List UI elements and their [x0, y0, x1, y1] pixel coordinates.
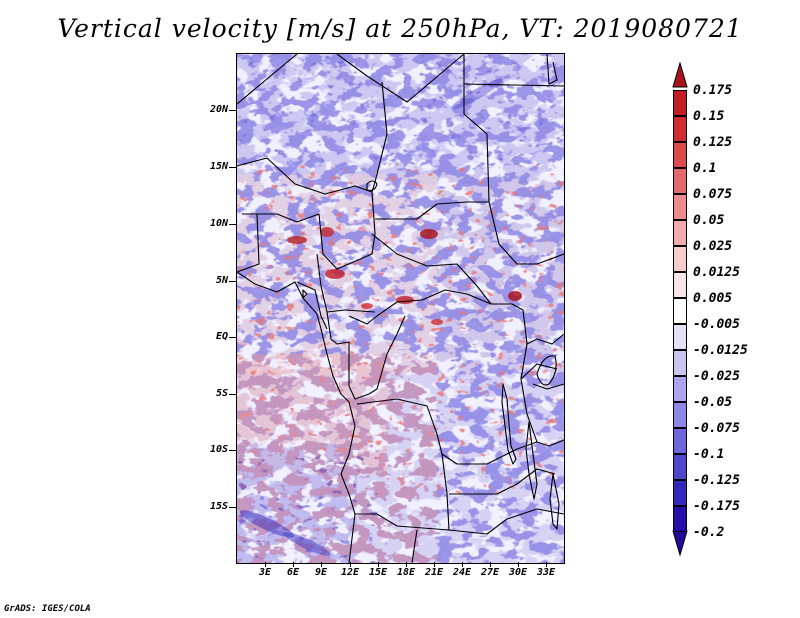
colorbar-swatch — [673, 428, 687, 454]
colorbar-label: 0.15 — [693, 109, 725, 124]
y-tick-mark — [229, 337, 236, 338]
x-tick-label: 6E — [286, 567, 300, 578]
y-tick-label: 5N — [215, 275, 228, 286]
colorbar-swatch — [673, 194, 687, 220]
colorbar-swatch — [673, 220, 687, 246]
colorbar-label: -0.2 — [693, 525, 725, 540]
colorbar-label: 0.025 — [693, 239, 733, 254]
colorbar-swatch — [673, 402, 687, 428]
colorbar-swatch — [673, 376, 687, 402]
colorbar-swatch — [673, 480, 687, 506]
colorbar-swatch — [673, 90, 687, 116]
y-tick-label: 10N — [209, 218, 228, 229]
x-tick-mark — [490, 562, 491, 567]
colorbar-label: 0.005 — [693, 291, 733, 306]
colorbar-swatch — [673, 116, 687, 142]
colorbar-swatch — [673, 506, 687, 532]
colorbar-swatch — [673, 272, 687, 298]
colorbar-top-arrow — [672, 62, 688, 88]
x-tick-mark — [546, 562, 547, 567]
x-tick-label: 15E — [368, 567, 388, 578]
x-tick-label: 30E — [508, 567, 528, 578]
y-tick-label: 20N — [209, 104, 228, 115]
colorbar-swatch — [673, 454, 687, 480]
y-tick-mark — [229, 224, 236, 225]
x-tick-mark — [434, 562, 435, 567]
colorbar-swatch — [673, 350, 687, 376]
y-tick-mark — [229, 110, 236, 111]
colorbar-label: 0.175 — [693, 83, 733, 98]
map-plot — [237, 54, 564, 563]
country-borders — [237, 54, 564, 563]
y-tick-label: EQ — [215, 331, 228, 342]
colorbar-swatch — [673, 324, 687, 350]
x-tick-mark — [378, 562, 379, 567]
x-tick-mark — [293, 562, 294, 567]
colorbar-label: -0.125 — [693, 473, 740, 488]
colorbar-label: -0.05 — [693, 395, 733, 410]
map-panel — [236, 53, 565, 564]
colorbar-label: 0.125 — [693, 135, 733, 150]
colorbar-label: -0.175 — [693, 499, 740, 514]
colorbar-label: 0.075 — [693, 187, 733, 202]
colorbar-label: 0.1 — [693, 161, 717, 176]
credit-text: GrADS: IGES/COLA — [4, 604, 91, 614]
y-tick-label: 5S — [215, 388, 228, 399]
colorbar-swatch — [673, 246, 687, 272]
y-tick-label: 10S — [209, 444, 228, 455]
x-tick-label: 24E — [452, 567, 472, 578]
y-tick-mark — [229, 507, 236, 508]
x-tick-mark — [350, 562, 351, 567]
colorbar-swatch — [673, 298, 687, 324]
x-tick-label: 18E — [396, 567, 416, 578]
x-tick-label: 3E — [258, 567, 272, 578]
x-tick-label: 21E — [424, 567, 444, 578]
colorbar-label: -0.005 — [693, 317, 740, 332]
colorbar-label: -0.0125 — [693, 343, 748, 358]
x-tick-mark — [265, 562, 266, 567]
x-tick-label: 12E — [340, 567, 360, 578]
y-tick-mark — [229, 167, 236, 168]
chart-title: Vertical velocity [m/s] at 250hPa, VT: 2… — [57, 14, 743, 43]
colorbar-bottom-arrow — [672, 530, 688, 556]
colorbar-swatch — [673, 142, 687, 168]
y-tick-mark — [229, 394, 236, 395]
velocity-field — [237, 54, 564, 563]
x-tick-label: 9E — [314, 567, 328, 578]
colorbar-swatch — [673, 168, 687, 194]
y-tick-label: 15S — [209, 501, 228, 512]
x-tick-mark — [518, 562, 519, 567]
y-tick-label: 15N — [209, 161, 228, 172]
colorbar-label: 0.0125 — [693, 265, 740, 280]
colorbar-label: -0.025 — [693, 369, 740, 384]
x-tick-label: 27E — [480, 567, 500, 578]
y-tick-mark — [229, 450, 236, 451]
x-tick-mark — [321, 562, 322, 567]
y-tick-mark — [229, 281, 236, 282]
x-tick-mark — [462, 562, 463, 567]
colorbar-label: -0.1 — [693, 447, 725, 462]
colorbar-label: -0.075 — [693, 421, 740, 436]
colorbar-label: 0.05 — [693, 213, 725, 228]
x-tick-label: 33E — [536, 567, 556, 578]
x-tick-mark — [406, 562, 407, 567]
